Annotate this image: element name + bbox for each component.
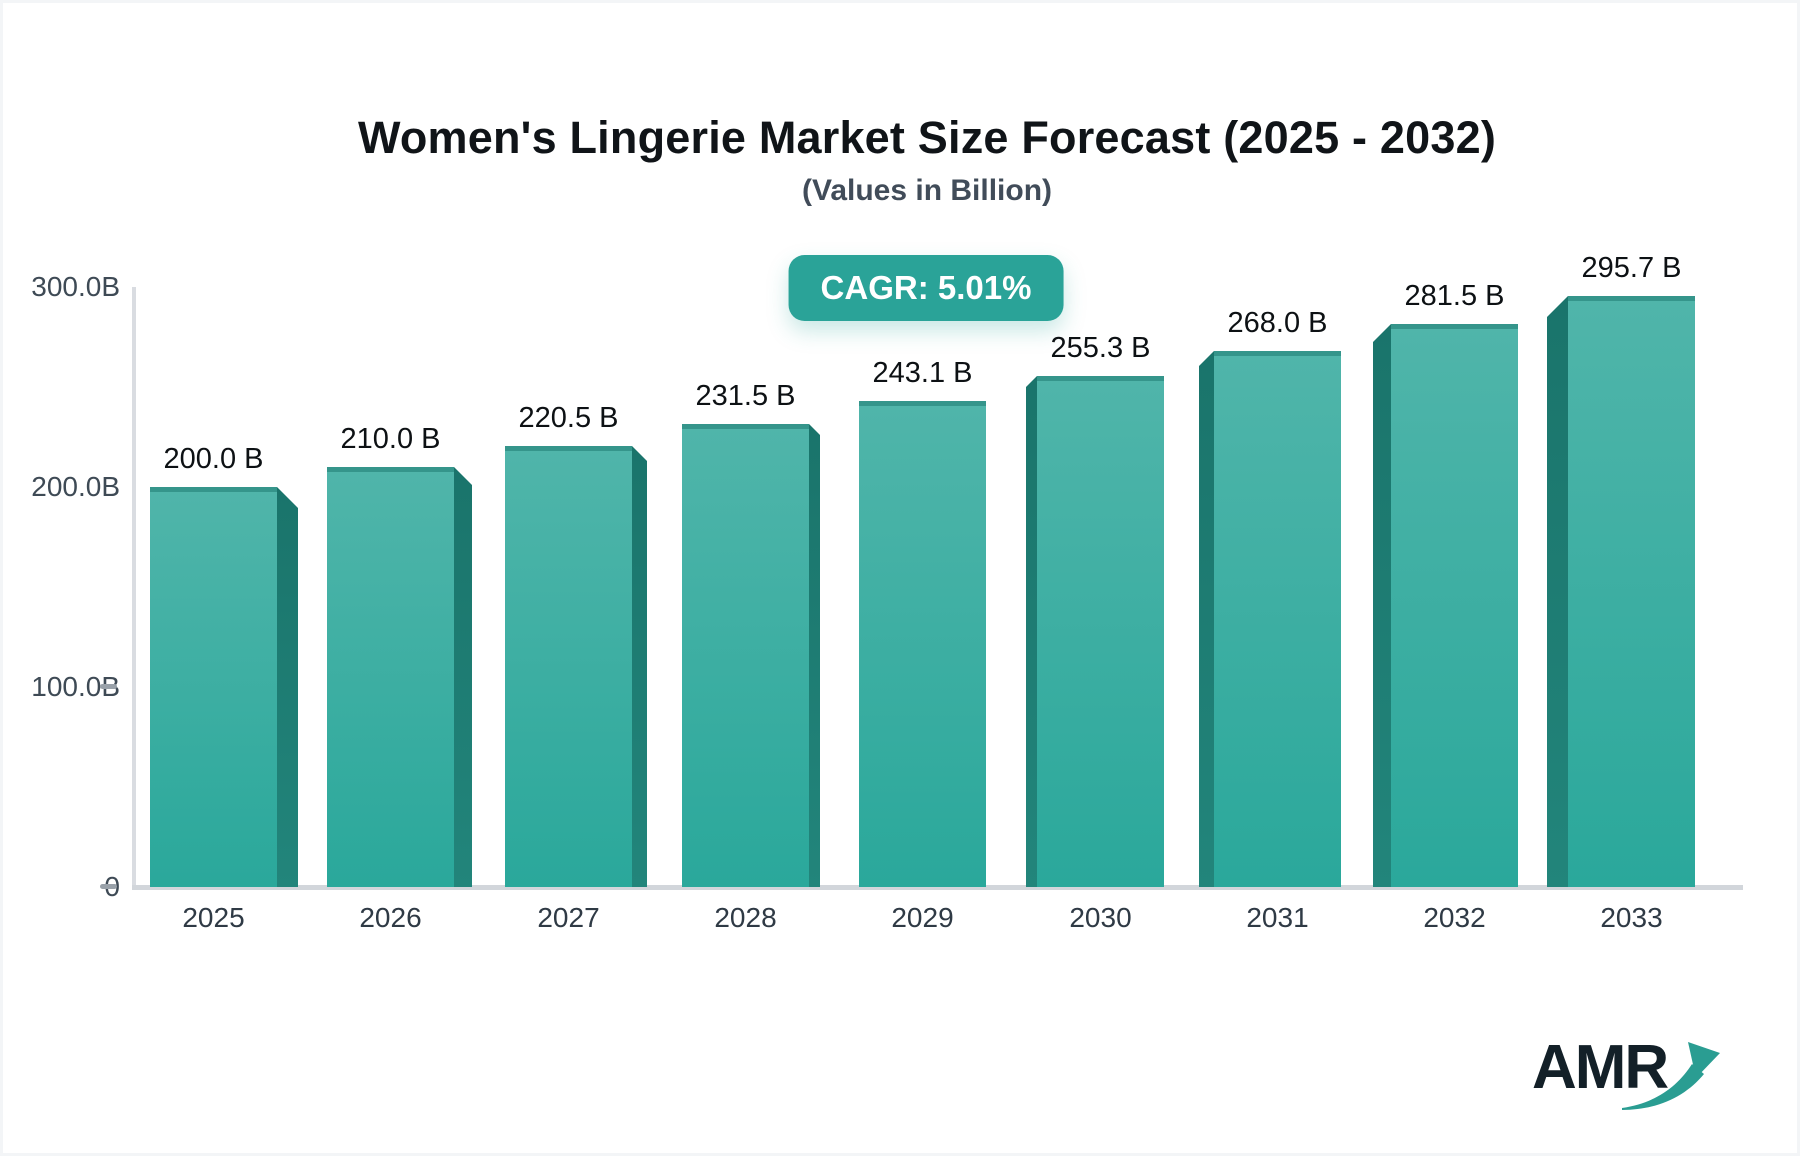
amr-logo: AMR [1532,1036,1722,1116]
bar-2030[interactable] [1037,376,1164,887]
bar-2033-top-edge [1568,296,1695,301]
bar-2030-top-edge [1037,376,1164,381]
bar-2025-value-label: 200.0 B [163,443,264,475]
bar-2031-side [1199,351,1214,887]
y-tick-200.0B: 200.0B [31,471,120,502]
bar-2028-value-label: 231.5 B [695,380,796,412]
bar-2027-value-label: 220.5 B [518,402,619,434]
bar-2025-side [277,487,298,887]
bar-2030-value-label: 255.3 B [1050,332,1151,364]
x-tick-2029: 2029 [891,902,954,933]
bar-2033-value-label: 295.7 B [1581,252,1682,284]
cagr-badge: CAGR: 5.01% [788,255,1064,321]
bar-2031-value-label: 268.0 B [1227,307,1328,339]
x-tick-2026: 2026 [359,902,422,933]
growth-arrow-icon [1622,1042,1720,1110]
bar-2029-value-label: 243.1 B [872,357,973,389]
bar-2025-top-edge [150,487,277,492]
bar-2032-side [1373,324,1391,887]
x-tick-2030: 2030 [1069,902,1132,933]
x-tick-2031: 2031 [1246,902,1309,933]
chart-title: Women's Lingerie Market Size Forecast (2… [357,112,1497,163]
x-axis-baseline [132,885,1743,890]
bar-2028-side [809,424,820,887]
x-tick-2027: 2027 [537,902,600,933]
bar-2026-value-label: 210.0 B [340,423,441,455]
bar-2029[interactable] [859,401,986,887]
bar-2028-top-edge [682,424,809,429]
bar-2033-side [1547,296,1568,887]
bar-2032-top-edge [1391,324,1518,329]
bar-2027-side [632,446,647,887]
bar-2027[interactable] [505,446,632,887]
x-tick-2028: 2028 [714,902,777,933]
bar-2027-top-edge [505,446,632,451]
bar-2025[interactable] [150,487,277,887]
x-tick-2033: 2033 [1600,902,1663,933]
amr-logo-text: AMR [1532,1033,1669,1102]
x-tick-2025: 2025 [182,902,245,933]
y-tick-dash [100,884,117,889]
chart-subtitle: (Values in Billion) [801,174,1053,207]
bar-2026-side [454,467,472,887]
bar-2031-top-edge [1214,351,1341,356]
bar-2029-top-edge [859,401,986,406]
bar-2031[interactable] [1214,351,1341,887]
y-axis-line [132,287,136,890]
bar-2026-top-edge [327,467,454,472]
y-tick-dash [100,684,117,689]
y-tick-300.0B: 300.0B [31,271,120,302]
bar-2028[interactable] [682,424,809,887]
bar-2026[interactable] [327,467,454,887]
bar-2032[interactable] [1391,324,1518,887]
bar-2032-value-label: 281.5 B [1404,280,1505,312]
x-tick-2032: 2032 [1423,902,1486,933]
bar-2030-side [1026,376,1037,887]
bar-2033[interactable] [1568,296,1695,887]
